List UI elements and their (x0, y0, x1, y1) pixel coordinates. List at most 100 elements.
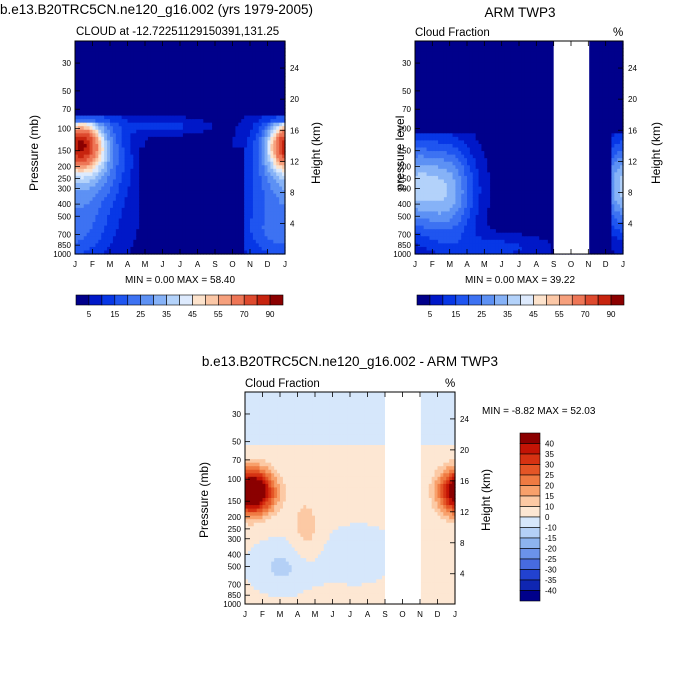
heatmap-cell (104, 225, 108, 230)
heatmap-cell (156, 129, 161, 134)
heatmap-cell (130, 136, 134, 141)
heatmap-cell (220, 250, 225, 255)
heatmap-cell (191, 243, 196, 248)
heatmap-cell (250, 136, 254, 141)
heatmap-cell (110, 48, 114, 53)
heatmap-cell (203, 200, 207, 205)
heatmap-cell (150, 183, 155, 188)
heatmap-cell (417, 41, 422, 46)
heatmap-cell (162, 211, 167, 216)
heatmap-cell (241, 154, 245, 159)
heatmap-cell (423, 197, 428, 202)
heatmap-cell (223, 165, 228, 170)
heatmap-cell (229, 143, 234, 149)
heatmap-cell (235, 161, 239, 166)
heatmap-cell (220, 168, 225, 173)
heatmap-cell (118, 80, 123, 85)
heatmap-cell (89, 80, 94, 85)
heatmap-cell (279, 193, 283, 198)
heatmap-cell (432, 165, 436, 170)
heatmap-cell (95, 246, 99, 252)
heatmap-cell (92, 190, 97, 195)
heatmap-cell (124, 122, 129, 127)
heatmap-cell (150, 218, 155, 223)
heatmap-cell (217, 232, 222, 237)
heatmap-cell (89, 83, 94, 88)
heatmap-cell (185, 115, 190, 120)
heatmap-cell (171, 143, 175, 149)
heatmap-cell (247, 48, 251, 53)
heatmap-cell (215, 101, 219, 106)
heatmap-cell (98, 72, 102, 78)
heatmap-cell (145, 190, 149, 195)
heatmap-cell (162, 44, 167, 49)
heatmap-cell (194, 214, 199, 220)
heatmap-cell (139, 65, 143, 70)
heatmap-cell (209, 129, 213, 134)
heatmap-cell (215, 55, 219, 60)
heatmap-cell (127, 165, 132, 170)
heatmap-cell (264, 62, 269, 67)
heatmap-cell (80, 175, 85, 181)
heatmap-cell (258, 172, 263, 177)
heatmap-cell (238, 165, 242, 170)
heatmap-cell (420, 232, 425, 237)
heatmap-cell (162, 143, 167, 149)
heatmap-cell (142, 236, 146, 241)
heatmap-cell (133, 229, 137, 234)
heatmap-cell (83, 83, 88, 88)
heatmap-cell (438, 179, 442, 184)
heatmap-cell (258, 236, 263, 241)
heatmap-cell (423, 250, 428, 255)
heatmap-cell (241, 197, 245, 202)
heatmap-cell (226, 207, 231, 212)
heatmap-cell (279, 87, 283, 92)
heatmap-cell (426, 97, 431, 102)
heatmap-cell (247, 229, 251, 234)
heatmap-cell (139, 165, 143, 170)
heatmap-cell (188, 239, 193, 244)
heatmap-cell (197, 232, 202, 237)
heatmap-cell (197, 236, 202, 241)
heatmap-cell (220, 222, 225, 227)
heatmap-cell (188, 55, 193, 60)
heatmap-cell (220, 51, 225, 56)
heatmap-cell (258, 122, 263, 127)
heatmap-cell (118, 239, 123, 244)
heatmap-cell (415, 225, 419, 230)
heatmap-cell (150, 126, 155, 131)
heatmap-cell (133, 83, 137, 88)
heatmap-cell (162, 41, 167, 46)
heatmap-cell (168, 58, 172, 63)
heatmap-cell (127, 80, 132, 85)
heatmap-cell (153, 136, 158, 141)
heatmap-cell (162, 161, 167, 166)
heatmap-cell (232, 140, 237, 145)
heatmap-cell (194, 243, 199, 248)
heatmap-cell (147, 172, 152, 177)
heatmap-cell (136, 119, 140, 124)
heatmap-cell (432, 122, 436, 127)
heatmap-cell (124, 62, 129, 67)
heatmap-cell (92, 108, 97, 113)
heatmap-cell (217, 133, 222, 138)
heatmap-cell (121, 211, 126, 216)
heatmap-cell (212, 58, 216, 63)
heatmap-cell (206, 90, 210, 95)
heatmap-cell (226, 225, 231, 230)
heatmap-cell (147, 140, 152, 145)
heatmap-cell (426, 186, 431, 191)
heatmap-cell (420, 112, 425, 117)
heatmap-cell (80, 90, 85, 95)
heatmap-cell (145, 179, 149, 184)
heatmap-cell (156, 225, 161, 230)
heatmap-cell (235, 243, 239, 248)
heatmap-cell (270, 51, 274, 56)
heatmap-cell (232, 97, 237, 102)
heatmap-cell (426, 126, 431, 131)
heatmap-cell (124, 94, 129, 99)
heatmap-cell (156, 200, 161, 205)
heatmap-cell (174, 94, 178, 99)
heatmap-cell (438, 90, 442, 95)
heatmap-cell (124, 72, 129, 78)
